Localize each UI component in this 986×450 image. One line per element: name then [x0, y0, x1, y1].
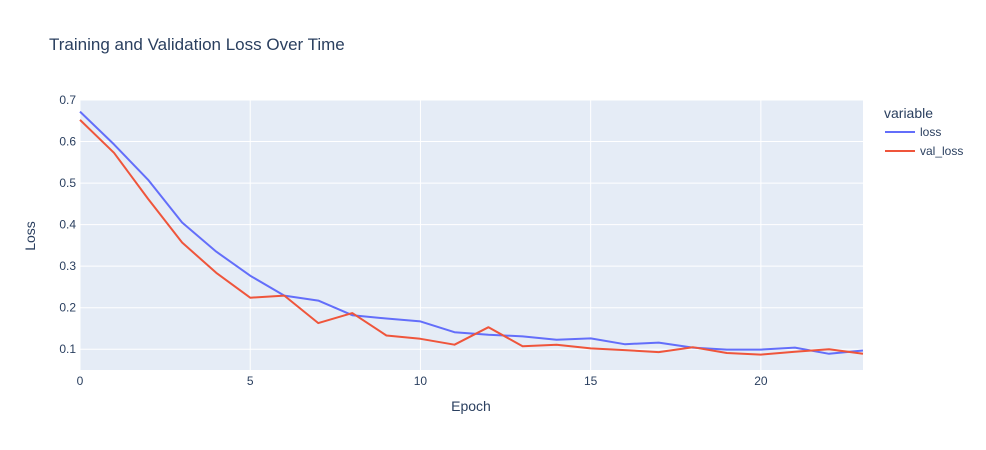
legend-title: variable [884, 105, 933, 121]
chart-title: Training and Validation Loss Over Time [49, 35, 345, 54]
legend-item-label: loss [920, 125, 941, 139]
y-tick-label: 0.1 [59, 342, 76, 356]
x-tick-label: 0 [77, 374, 84, 388]
y-tick-label: 0.7 [59, 93, 76, 107]
series-line-val-loss [79, 119, 864, 356]
legend: variable loss val_loss [884, 105, 963, 158]
x-tick-label: 10 [414, 374, 428, 388]
y-tick-labels: 0.1 0.2 0.3 0.4 0.5 0.6 0.7 [59, 93, 76, 356]
series-line-loss [79, 110, 864, 355]
y-tick-label: 0.5 [59, 176, 76, 190]
y-tick-label: 0.3 [59, 259, 76, 273]
y-tick-label: 0.4 [59, 218, 76, 232]
y-tick-label: 0.6 [59, 135, 76, 149]
legend-item-label: val_loss [920, 144, 963, 158]
plot-area [80, 100, 863, 370]
x-gridlines [79, 100, 762, 370]
x-axis-title: Epoch [451, 398, 491, 414]
series-lines [79, 110, 864, 356]
x-tick-label: 15 [584, 374, 598, 388]
x-tick-label: 5 [247, 374, 254, 388]
y-tick-label: 0.2 [59, 301, 76, 315]
x-tick-label: 20 [754, 374, 768, 388]
y-gridlines [80, 99, 863, 350]
y-axis-title: Loss [22, 221, 38, 251]
x-tick-labels: 0 5 10 15 20 [77, 374, 768, 388]
